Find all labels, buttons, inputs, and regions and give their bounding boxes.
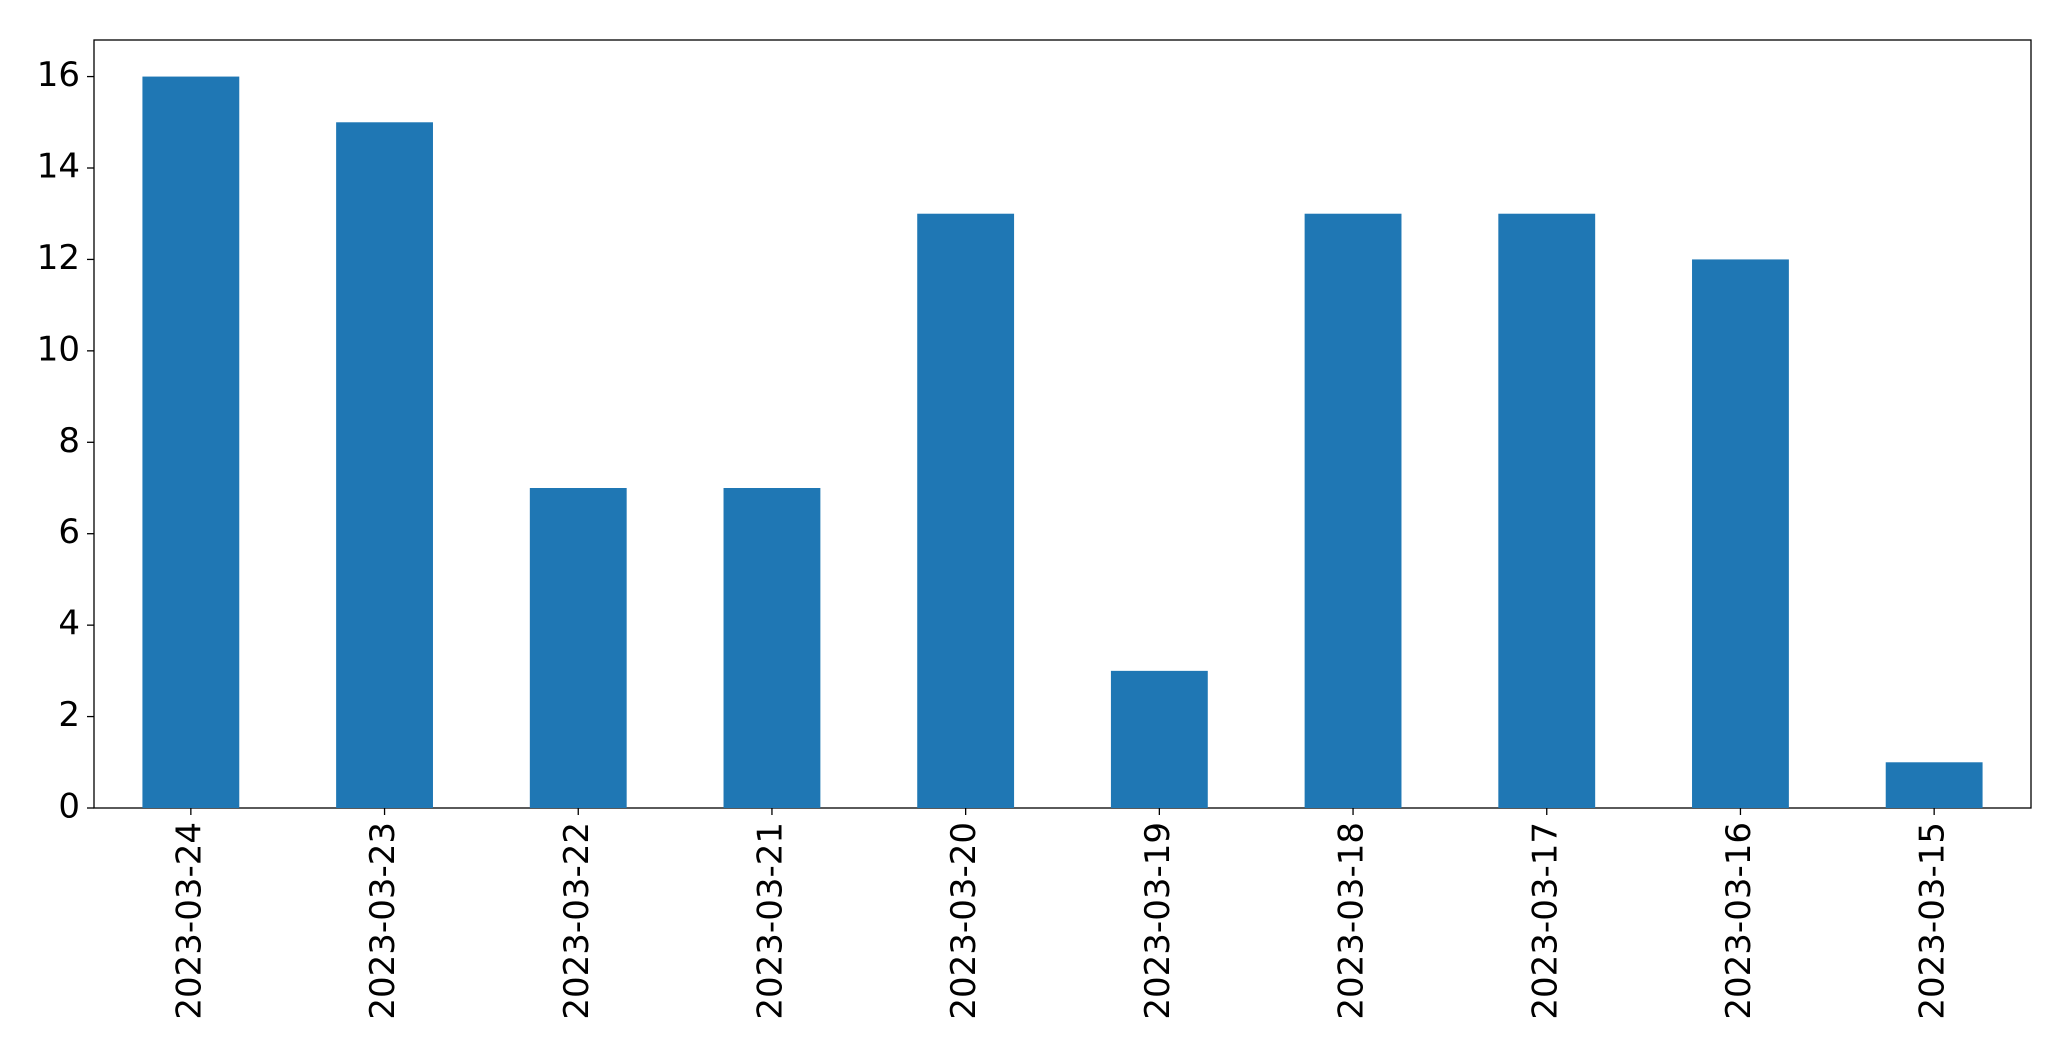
- bar: [1885, 762, 1983, 808]
- x-tick-label: 2023-03-15: [1913, 822, 1953, 1020]
- bar: [1692, 259, 1789, 808]
- x-tick-label: 2023-03-21: [750, 822, 790, 1020]
- bar: [336, 122, 433, 809]
- y-tick-label: 12: [37, 238, 80, 278]
- x-tick-label: 2023-03-24: [169, 822, 209, 1020]
- bar: [1498, 213, 1596, 808]
- x-tick-label: 2023-03-18: [1332, 822, 1372, 1020]
- x-tick-label: 2023-03-23: [363, 822, 403, 1020]
- y-tick-label: 6: [58, 512, 80, 552]
- x-tick-label: 2023-03-19: [1138, 822, 1178, 1020]
- bar: [1304, 213, 1402, 808]
- y-tick-label: 8: [58, 421, 80, 461]
- bar: [142, 76, 240, 809]
- y-tick-label: 2: [58, 695, 80, 735]
- bar: [1110, 670, 1208, 808]
- bar: [529, 488, 627, 808]
- y-tick-label: 14: [37, 147, 80, 187]
- y-tick-label: 10: [37, 329, 80, 369]
- y-tick-label: 16: [37, 55, 80, 95]
- bar: [723, 488, 821, 808]
- y-tick-label: 4: [58, 604, 80, 644]
- y-tick-label: 0: [58, 787, 80, 827]
- plot-frame: [93, 39, 2032, 809]
- x-tick-label: 2023-03-20: [944, 822, 984, 1020]
- x-tick-label: 2023-03-16: [1719, 822, 1759, 1020]
- bar: [917, 213, 1015, 808]
- x-tick-label: 2023-03-17: [1525, 822, 1565, 1020]
- x-tick-label: 2023-03-22: [557, 822, 597, 1020]
